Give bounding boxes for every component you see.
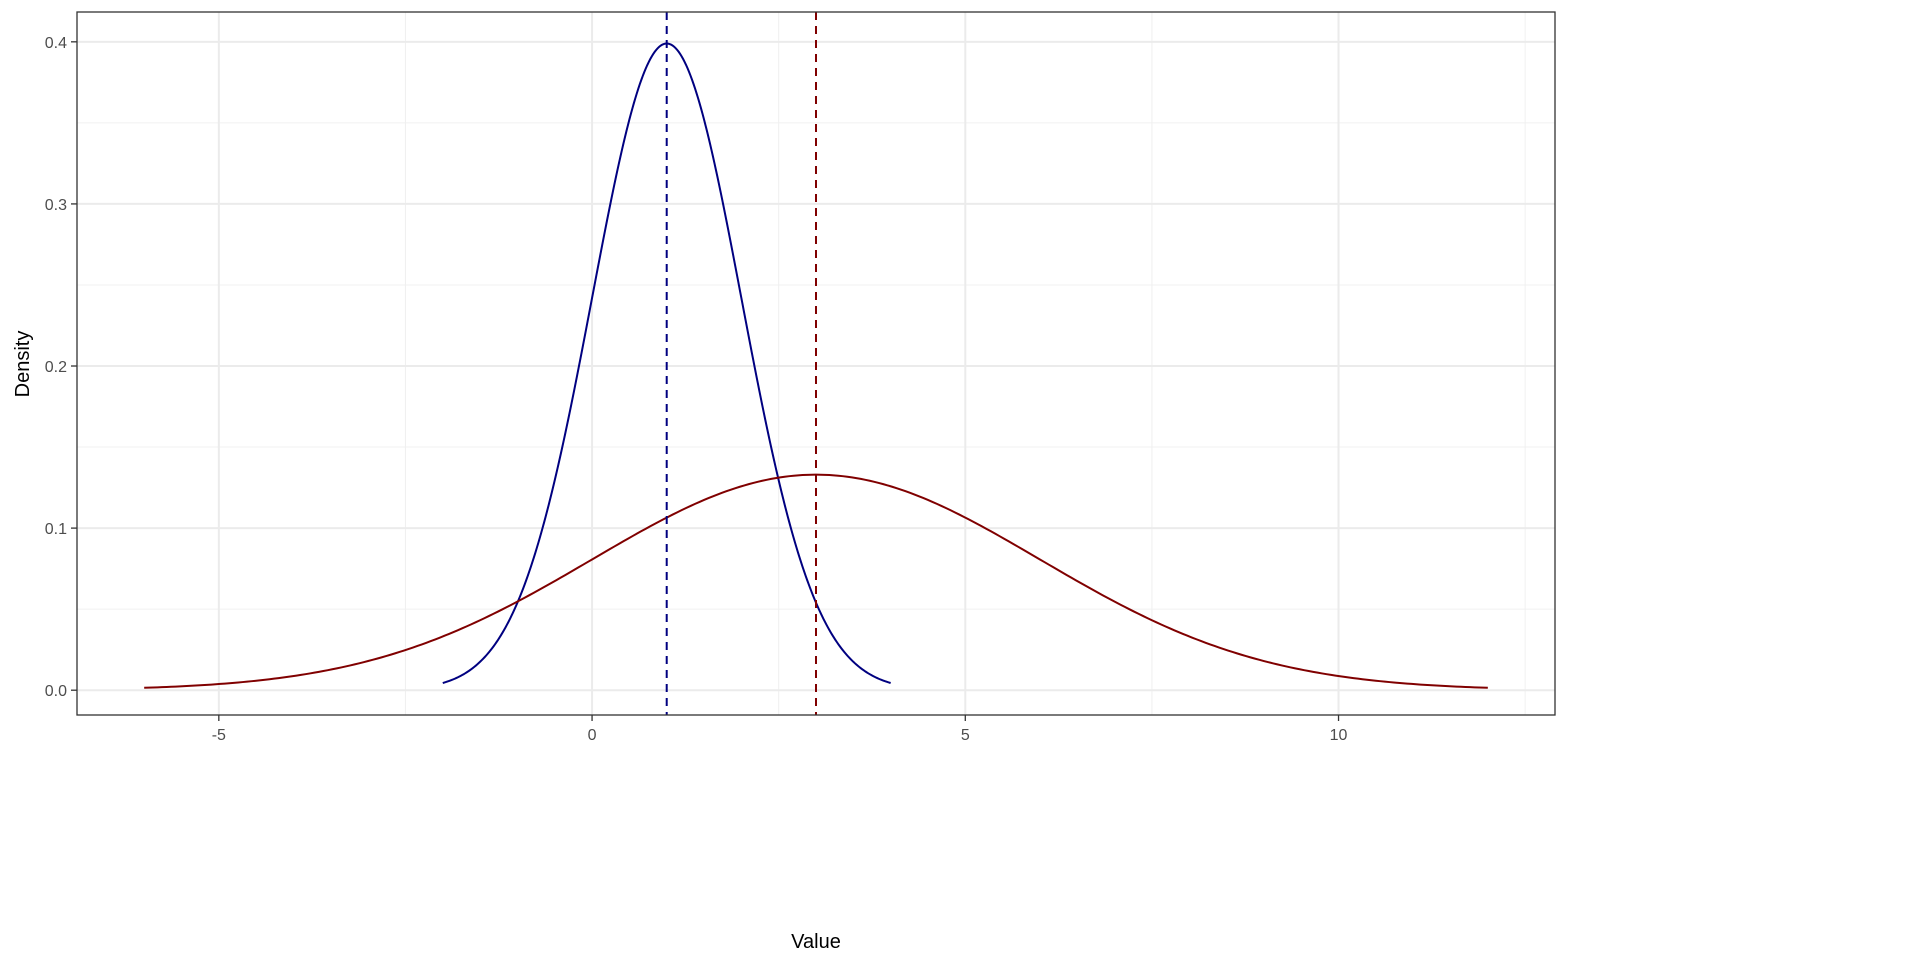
axes: -5 0 5 10 0.0 0.1 0.2 0.3 0.4 — [45, 35, 1348, 744]
panel-border — [76, 11, 1556, 716]
y-axis-title: Density — [12, 331, 34, 398]
x-tick-label: -5 — [212, 727, 226, 744]
x-tick-label: 10 — [1330, 727, 1348, 744]
chart-marks — [144, 12, 1488, 715]
x-tick-label: 5 — [961, 727, 970, 744]
x-axis-title: Value — [791, 931, 841, 953]
x-tick-label: 0 — [588, 727, 597, 744]
y-tick-label: 0.0 — [45, 683, 67, 700]
y-tick-label: 0.1 — [45, 521, 67, 538]
y-tick-label: 0.4 — [45, 35, 67, 52]
y-tick-label: 0.3 — [45, 197, 67, 214]
y-tick-label: 0.2 — [45, 359, 67, 376]
